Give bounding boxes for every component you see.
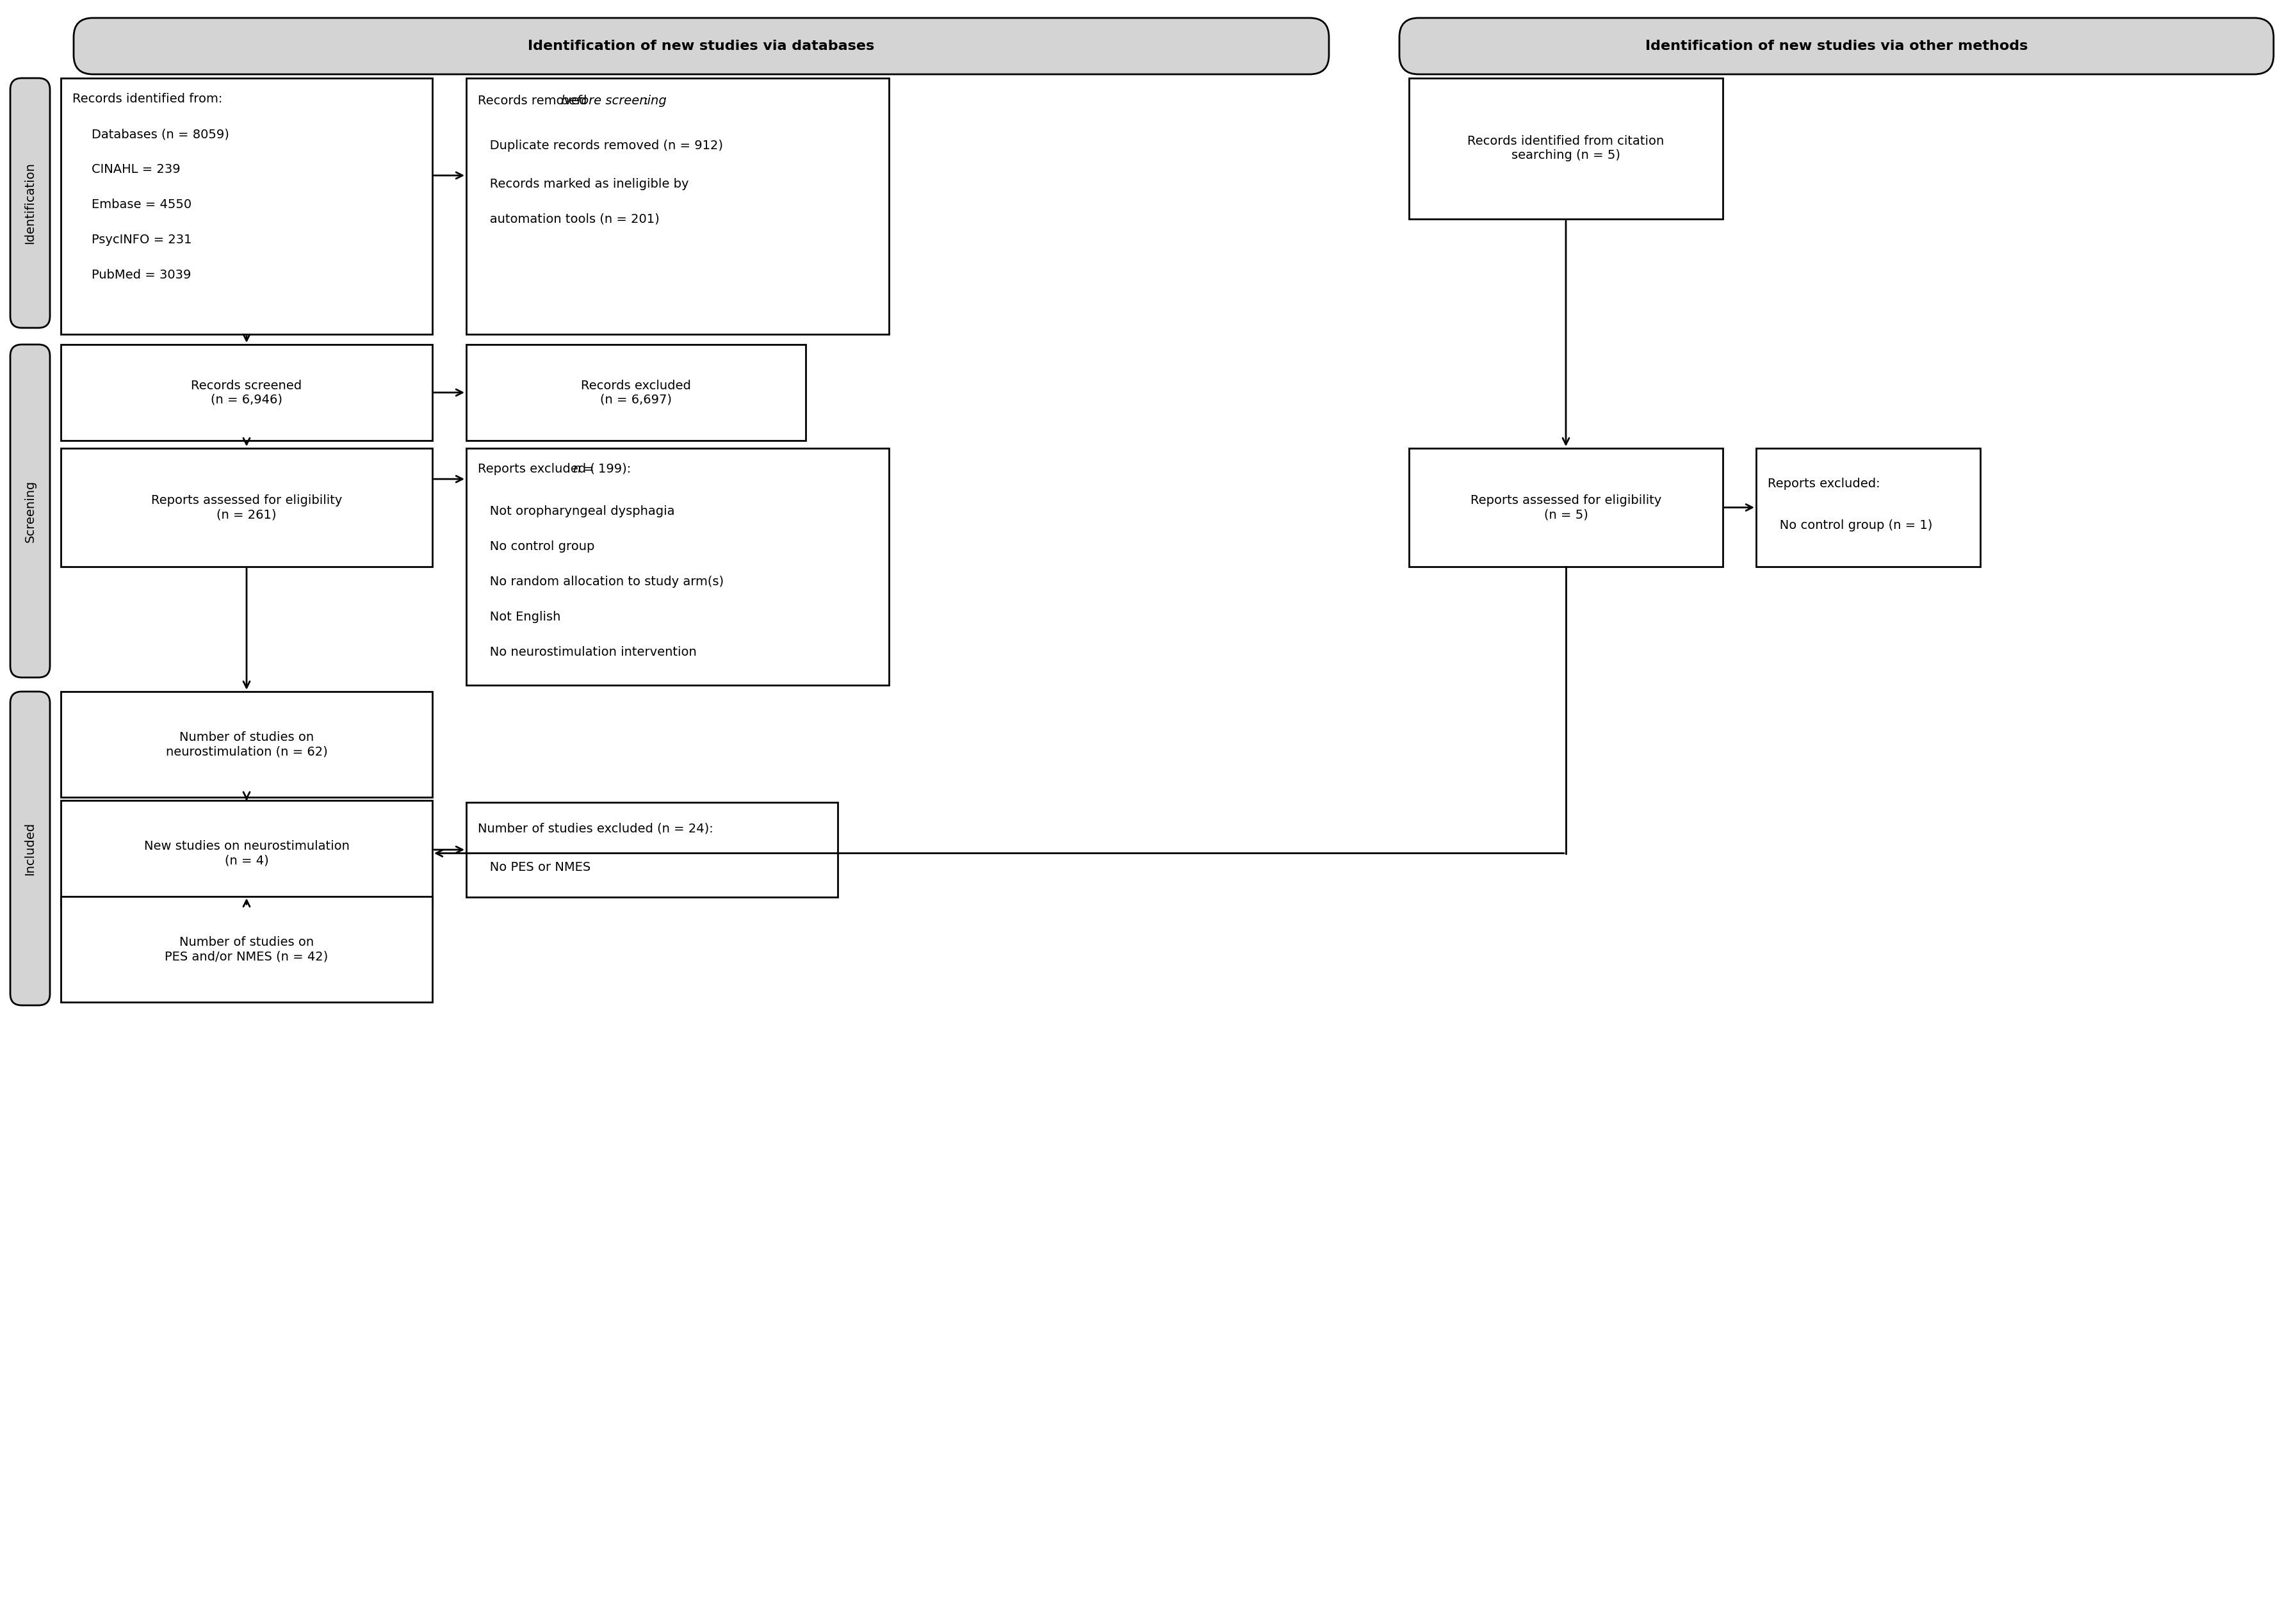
Text: Duplicate records removed (n = 912): Duplicate records removed (n = 912) (478, 140, 723, 152)
Text: No PES or NMES: No PES or NMES (478, 861, 590, 873)
Text: Number of studies on
neurostimulation (n = 62): Number of studies on neurostimulation (n… (165, 731, 328, 758)
Text: Reports excluded (: Reports excluded ( (478, 463, 595, 476)
Text: No random allocation to study arm(s): No random allocation to study arm(s) (478, 576, 723, 587)
Text: No control group (n = 1): No control group (n = 1) (1768, 519, 1933, 531)
Text: Records identified from citation
searching (n = 5): Records identified from citation searchi… (1467, 135, 1665, 161)
Text: Reports excluded:: Reports excluded: (1768, 477, 1880, 490)
Text: Number of studies excluded (n = 24):: Number of studies excluded (n = 24): (478, 823, 714, 836)
Bar (60, 77, 432, 334)
Text: = 199):: = 199): (579, 463, 631, 476)
Text: Records excluded
(n = 6,697): Records excluded (n = 6,697) (581, 379, 691, 405)
Text: CINAHL = 239: CINAHL = 239 (92, 163, 181, 176)
FancyBboxPatch shape (9, 77, 51, 327)
Text: Reports assessed for eligibility
(n = 261): Reports assessed for eligibility (n = 26… (152, 494, 342, 521)
FancyBboxPatch shape (73, 18, 1329, 74)
Text: Not English: Not English (478, 611, 560, 623)
Text: :: : (645, 95, 647, 106)
Text: New studies on neurostimulation
(n = 4): New studies on neurostimulation (n = 4) (145, 840, 349, 866)
Text: Identification of new studies via other methods: Identification of new studies via other … (1646, 40, 2027, 53)
Text: Reports assessed for eligibility
(n = 5): Reports assessed for eligibility (n = 5) (1469, 494, 1662, 521)
Text: Databases (n = 8059): Databases (n = 8059) (92, 127, 230, 140)
Bar (466, 448, 889, 686)
Text: n: n (572, 463, 581, 476)
Text: Records marked as ineligible by: Records marked as ineligible by (478, 177, 689, 190)
Text: Embase = 4550: Embase = 4550 (92, 198, 191, 211)
Text: No neurostimulation intervention: No neurostimulation intervention (478, 647, 696, 658)
FancyBboxPatch shape (9, 692, 51, 1005)
Bar (466, 802, 838, 897)
Bar (60, 448, 432, 566)
Text: PubMed = 3039: PubMed = 3039 (92, 269, 191, 281)
FancyBboxPatch shape (9, 345, 51, 677)
Text: Screening: Screening (23, 479, 37, 542)
Bar (1410, 448, 1722, 566)
Text: Records identified from:: Records identified from: (73, 94, 223, 105)
Text: Identification of new studies via databases: Identification of new studies via databa… (528, 40, 875, 53)
Bar (1756, 448, 1979, 566)
Text: Records screened
(n = 6,946): Records screened (n = 6,946) (191, 379, 303, 405)
Bar (466, 345, 806, 440)
Text: Not oropharyngeal dysphagia: Not oropharyngeal dysphagia (478, 505, 675, 518)
Bar (1410, 77, 1722, 219)
Bar (60, 800, 432, 907)
FancyBboxPatch shape (1398, 18, 2273, 74)
Bar (60, 345, 432, 440)
Text: Included: Included (23, 823, 37, 876)
Bar (60, 692, 432, 797)
Text: Records removed: Records removed (478, 95, 590, 106)
Text: before screening: before screening (560, 95, 666, 106)
Bar (60, 897, 432, 1002)
Text: automation tools (n = 201): automation tools (n = 201) (478, 213, 659, 226)
Bar (466, 77, 889, 334)
Text: PsycINFO = 231: PsycINFO = 231 (92, 234, 193, 245)
Text: Number of studies on
PES and/or NMES (n = 42): Number of studies on PES and/or NMES (n … (165, 936, 328, 963)
Text: No control group: No control group (478, 540, 595, 553)
Text: Identification: Identification (23, 161, 37, 244)
